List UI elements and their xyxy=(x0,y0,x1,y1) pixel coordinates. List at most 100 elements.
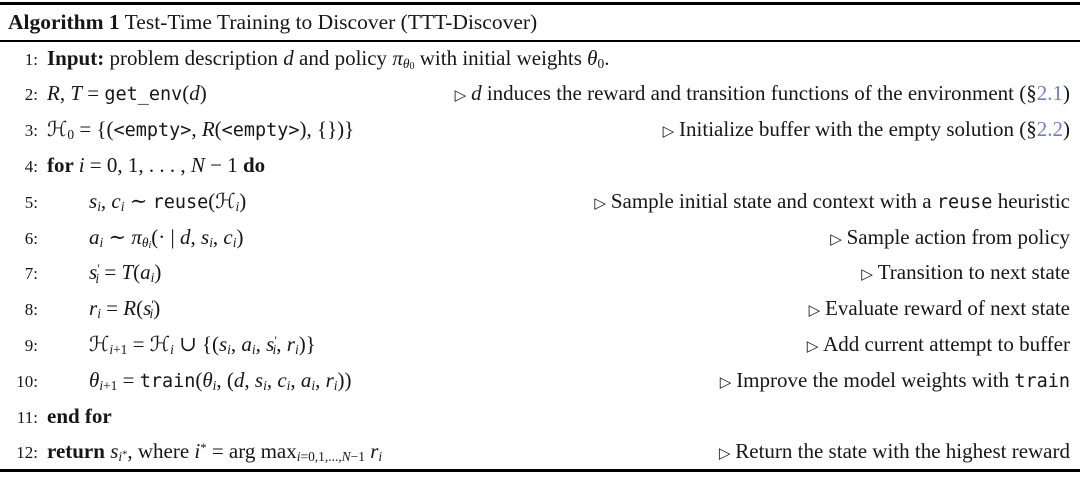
text-segment: ), {})} xyxy=(299,117,355,142)
line-number: 7: xyxy=(24,264,38,284)
header-rule xyxy=(0,40,1080,42)
code-expression: R, T = get_env(d) xyxy=(47,81,207,106)
text-segment: i xyxy=(378,449,383,465)
text-segment: i xyxy=(296,449,301,465)
text-segment: i xyxy=(212,377,217,393)
text-segment: θ xyxy=(202,367,213,392)
text-segment: (· | xyxy=(151,224,180,249)
text-segment: Transition to next state xyxy=(877,260,1070,285)
triangleright-icon: ▷ xyxy=(454,86,472,105)
algorithm-line: 3: ℋ0 = {(<empty>, R(<empty>), {})} ▷ Init… xyxy=(8,117,1072,153)
text-segment: for xyxy=(47,152,79,177)
text-segment: = xyxy=(100,296,124,321)
text-segment: Sample initial state and context with a xyxy=(610,188,937,213)
text-segment: ′ xyxy=(274,333,278,348)
text-segment: = xyxy=(127,331,150,356)
text-segment: ) xyxy=(236,224,244,249)
line-number: 9: xyxy=(24,335,38,355)
text-segment: <empty> xyxy=(221,120,300,142)
text-segment: i xyxy=(150,270,155,286)
line-number: 11: xyxy=(16,407,38,427)
line-number: 4: xyxy=(24,156,38,176)
text-segment: ℋ xyxy=(149,331,171,356)
text-segment: i xyxy=(286,377,291,393)
text-segment: ℋ xyxy=(89,331,110,356)
code-expression: θi+1 = train(θi, (d, si, ci, ai, ri)) xyxy=(89,368,352,394)
algorithm-header: Algorithm 1 Test-Time Training to Discov… xyxy=(0,5,1080,40)
triangleright-icon: ▷ xyxy=(718,444,736,463)
text-segment: r xyxy=(325,367,334,392)
line-number: 5: xyxy=(24,192,38,212)
bottom-rule xyxy=(0,469,1080,472)
text-segment: with initial weights xyxy=(414,45,588,70)
line-number: 2: xyxy=(24,85,38,105)
text-segment: =0,1,..., xyxy=(300,449,342,465)
text-segment: ( xyxy=(195,367,203,392)
text-segment: i xyxy=(294,342,299,358)
text-segment: s xyxy=(254,367,264,392)
text-segment: i xyxy=(170,342,174,358)
comment: ▷ d induces the reward and transition fu… xyxy=(455,81,1072,106)
code-expression: Input: problem description d and policy … xyxy=(47,46,609,72)
text-segment: R xyxy=(123,296,137,321)
text-segment: 0 xyxy=(409,60,415,72)
line-number: 3: xyxy=(24,121,38,141)
section-ref-link[interactable]: 2.2 xyxy=(1036,117,1063,142)
text-segment: , where xyxy=(127,439,195,464)
algorithm-line: 12: return si*, where i* = arg maxi=0,1,.… xyxy=(8,439,1072,475)
text-segment: i xyxy=(263,377,267,393)
text-segment: s xyxy=(266,331,275,356)
triangleright-icon: ▷ xyxy=(808,301,826,320)
text-segment: θ xyxy=(402,55,410,71)
text-segment: −1 xyxy=(350,449,365,465)
text-segment: θ xyxy=(587,45,598,70)
text-segment: Initialize buffer with the empty solutio… xyxy=(679,117,1037,142)
text-segment: i xyxy=(78,152,85,177)
text-segment: , xyxy=(230,331,242,356)
text-segment: i xyxy=(118,449,123,465)
text-segment: ℋ xyxy=(47,117,68,142)
algorithm-title: Test-Time Training to Discover (TTT-Disc… xyxy=(119,10,538,34)
text-segment: , ( xyxy=(216,367,234,392)
text-segment: r xyxy=(89,296,98,321)
comment: ▷ Evaluate reward of next state xyxy=(809,296,1072,321)
algorithm-line: 8: ri = R(s′i) ▷ Evaluate reward of next s… xyxy=(8,296,1072,332)
line-number: 12: xyxy=(16,443,38,463)
text-segment: i xyxy=(109,342,114,358)
text-segment: , xyxy=(100,188,112,213)
text-segment: c xyxy=(277,367,287,392)
text-segment: ( xyxy=(133,260,141,285)
text-segment: , xyxy=(255,331,267,356)
triangleright-icon: ▷ xyxy=(806,336,824,355)
text-segment: , xyxy=(59,81,71,106)
text-segment: i xyxy=(232,234,237,250)
text-segment: s xyxy=(218,331,228,356)
algorithm-line: 1: Input: problem description d and polic… xyxy=(8,46,1072,82)
algorithm-line: 6: ai ∼ πθi(· | d, si, ci) ▷ Sample action… xyxy=(8,225,1072,261)
text-segment: i xyxy=(149,306,154,322)
text-segment: s xyxy=(110,439,119,464)
algorithm-line: 11: end for xyxy=(8,404,1072,440)
text-segment: ) xyxy=(239,188,247,213)
algorithm-line: 2: R, T = get_env(d) ▷ d induces the rewar… xyxy=(8,81,1072,117)
algorithm-line: 5: si, ci ∼ reuse(ℋi) ▷ Sample initial sta… xyxy=(8,189,1072,225)
text-segment: N xyxy=(341,449,351,465)
text-segment: ℋ xyxy=(215,188,236,213)
section-ref-link[interactable]: 2.1 xyxy=(1036,81,1063,106)
text-segment: R xyxy=(47,81,60,106)
text-segment: , xyxy=(244,367,255,392)
text-segment: +1 xyxy=(113,342,128,358)
text-segment: , xyxy=(290,367,301,392)
text-segment: = xyxy=(82,81,105,106)
text-segment: a xyxy=(89,224,100,249)
line-number: 10: xyxy=(16,371,38,391)
text-segment: i xyxy=(97,199,101,214)
text-segment: = xyxy=(117,367,140,392)
text-segment: * xyxy=(200,441,207,456)
line-number: 8: xyxy=(24,300,38,320)
text-segment: a xyxy=(300,367,312,392)
line-number: 1: xyxy=(24,49,38,69)
text-segment: = xyxy=(99,260,122,285)
text-segment: , xyxy=(276,331,287,356)
